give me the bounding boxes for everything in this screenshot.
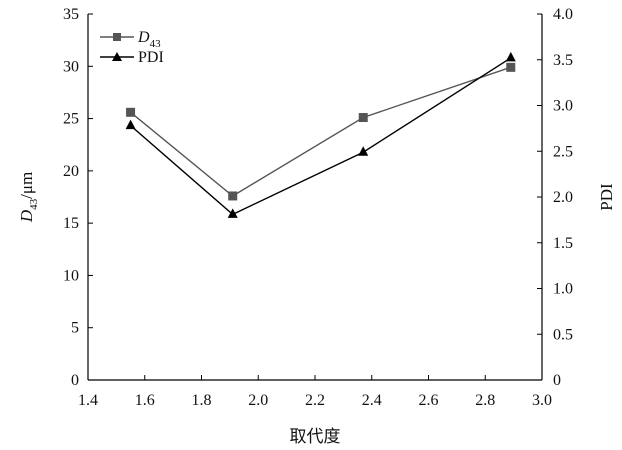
- data-point-d43: [228, 191, 238, 201]
- y-left-tick-label: 20: [63, 163, 79, 180]
- legend-label-pdi: PDI: [138, 49, 164, 66]
- legend-label-d43: D43: [137, 29, 161, 50]
- y-right-tick-label: 3.0: [553, 98, 573, 115]
- data-point-pdi: [505, 51, 516, 62]
- data-point-pdi: [125, 119, 136, 130]
- series-layer: [125, 51, 516, 218]
- x-tick-label: 2.6: [419, 392, 439, 409]
- y-left-tick-label: 30: [63, 58, 79, 75]
- legend-marker-d43: [113, 33, 121, 41]
- legend: D43 PDI: [100, 29, 164, 66]
- y-left-title-unit: /μm: [17, 172, 36, 199]
- y-right-axis-title: PDI: [597, 183, 616, 211]
- data-point-pdi: [227, 208, 238, 218]
- y-right-tick-label: 1.0: [553, 281, 573, 298]
- x-ticks: 1.4 1.6 1.8 2.0 2.2 2.4 2.6 2.8 3.0: [78, 375, 552, 409]
- y-left-ticks: 0 5 10 15 20 25 30 35: [63, 6, 93, 389]
- y-right-tick-label: 0: [553, 372, 561, 389]
- y-left-tick-label: 35: [63, 6, 79, 23]
- x-tick-label: 2.0: [248, 392, 268, 409]
- y-left-title-main: D: [17, 209, 36, 223]
- plot-frame: [87, 14, 543, 381]
- y-left-tick-label: 15: [63, 215, 79, 232]
- data-point-d43: [126, 107, 136, 117]
- y-right-tick-label: 2.0: [553, 189, 573, 206]
- x-axis-title: 取代度: [290, 427, 341, 446]
- x-tick-label: 2.8: [475, 392, 495, 409]
- y-right-tick-label: 1.5: [553, 235, 573, 252]
- legend-d43-main: D: [137, 29, 150, 46]
- x-tick-label: 3.0: [532, 392, 552, 409]
- x-tick-label: 1.6: [135, 392, 155, 409]
- series-line-pdi: [130, 57, 512, 216]
- x-tick-label: 2.2: [305, 392, 325, 409]
- y-left-title-sub: 43: [28, 198, 40, 210]
- x-tick-label: 1.8: [192, 392, 212, 409]
- data-point-pdi: [358, 146, 369, 156]
- y-right-tick-label: 4.0: [553, 6, 573, 23]
- y-right-tick-label: 3.5: [553, 52, 573, 69]
- y-left-tick-label: 10: [63, 267, 79, 284]
- data-point-d43: [358, 113, 368, 123]
- legend-marker-pdi: [112, 52, 122, 61]
- y-left-tick-label: 5: [71, 320, 79, 337]
- data-point-d43: [506, 62, 516, 72]
- legend-d43-sub: 43: [150, 38, 162, 50]
- y-left-tick-label: 0: [71, 372, 79, 389]
- y-right-tick-label: 2.5: [553, 143, 573, 160]
- y-left-tick-label: 25: [63, 111, 79, 128]
- x-tick-label: 2.4: [362, 392, 382, 409]
- x-tick-label: 1.4: [78, 392, 98, 409]
- y-right-tick-label: 0.5: [553, 326, 573, 343]
- y-left-axis-title: D43/μm: [17, 172, 40, 223]
- y-right-ticks: 0 0.5 1.0 1.5 2.0 2.5 3.0 3.5 4.0: [537, 6, 573, 389]
- series-line-d43: [130, 66, 512, 197]
